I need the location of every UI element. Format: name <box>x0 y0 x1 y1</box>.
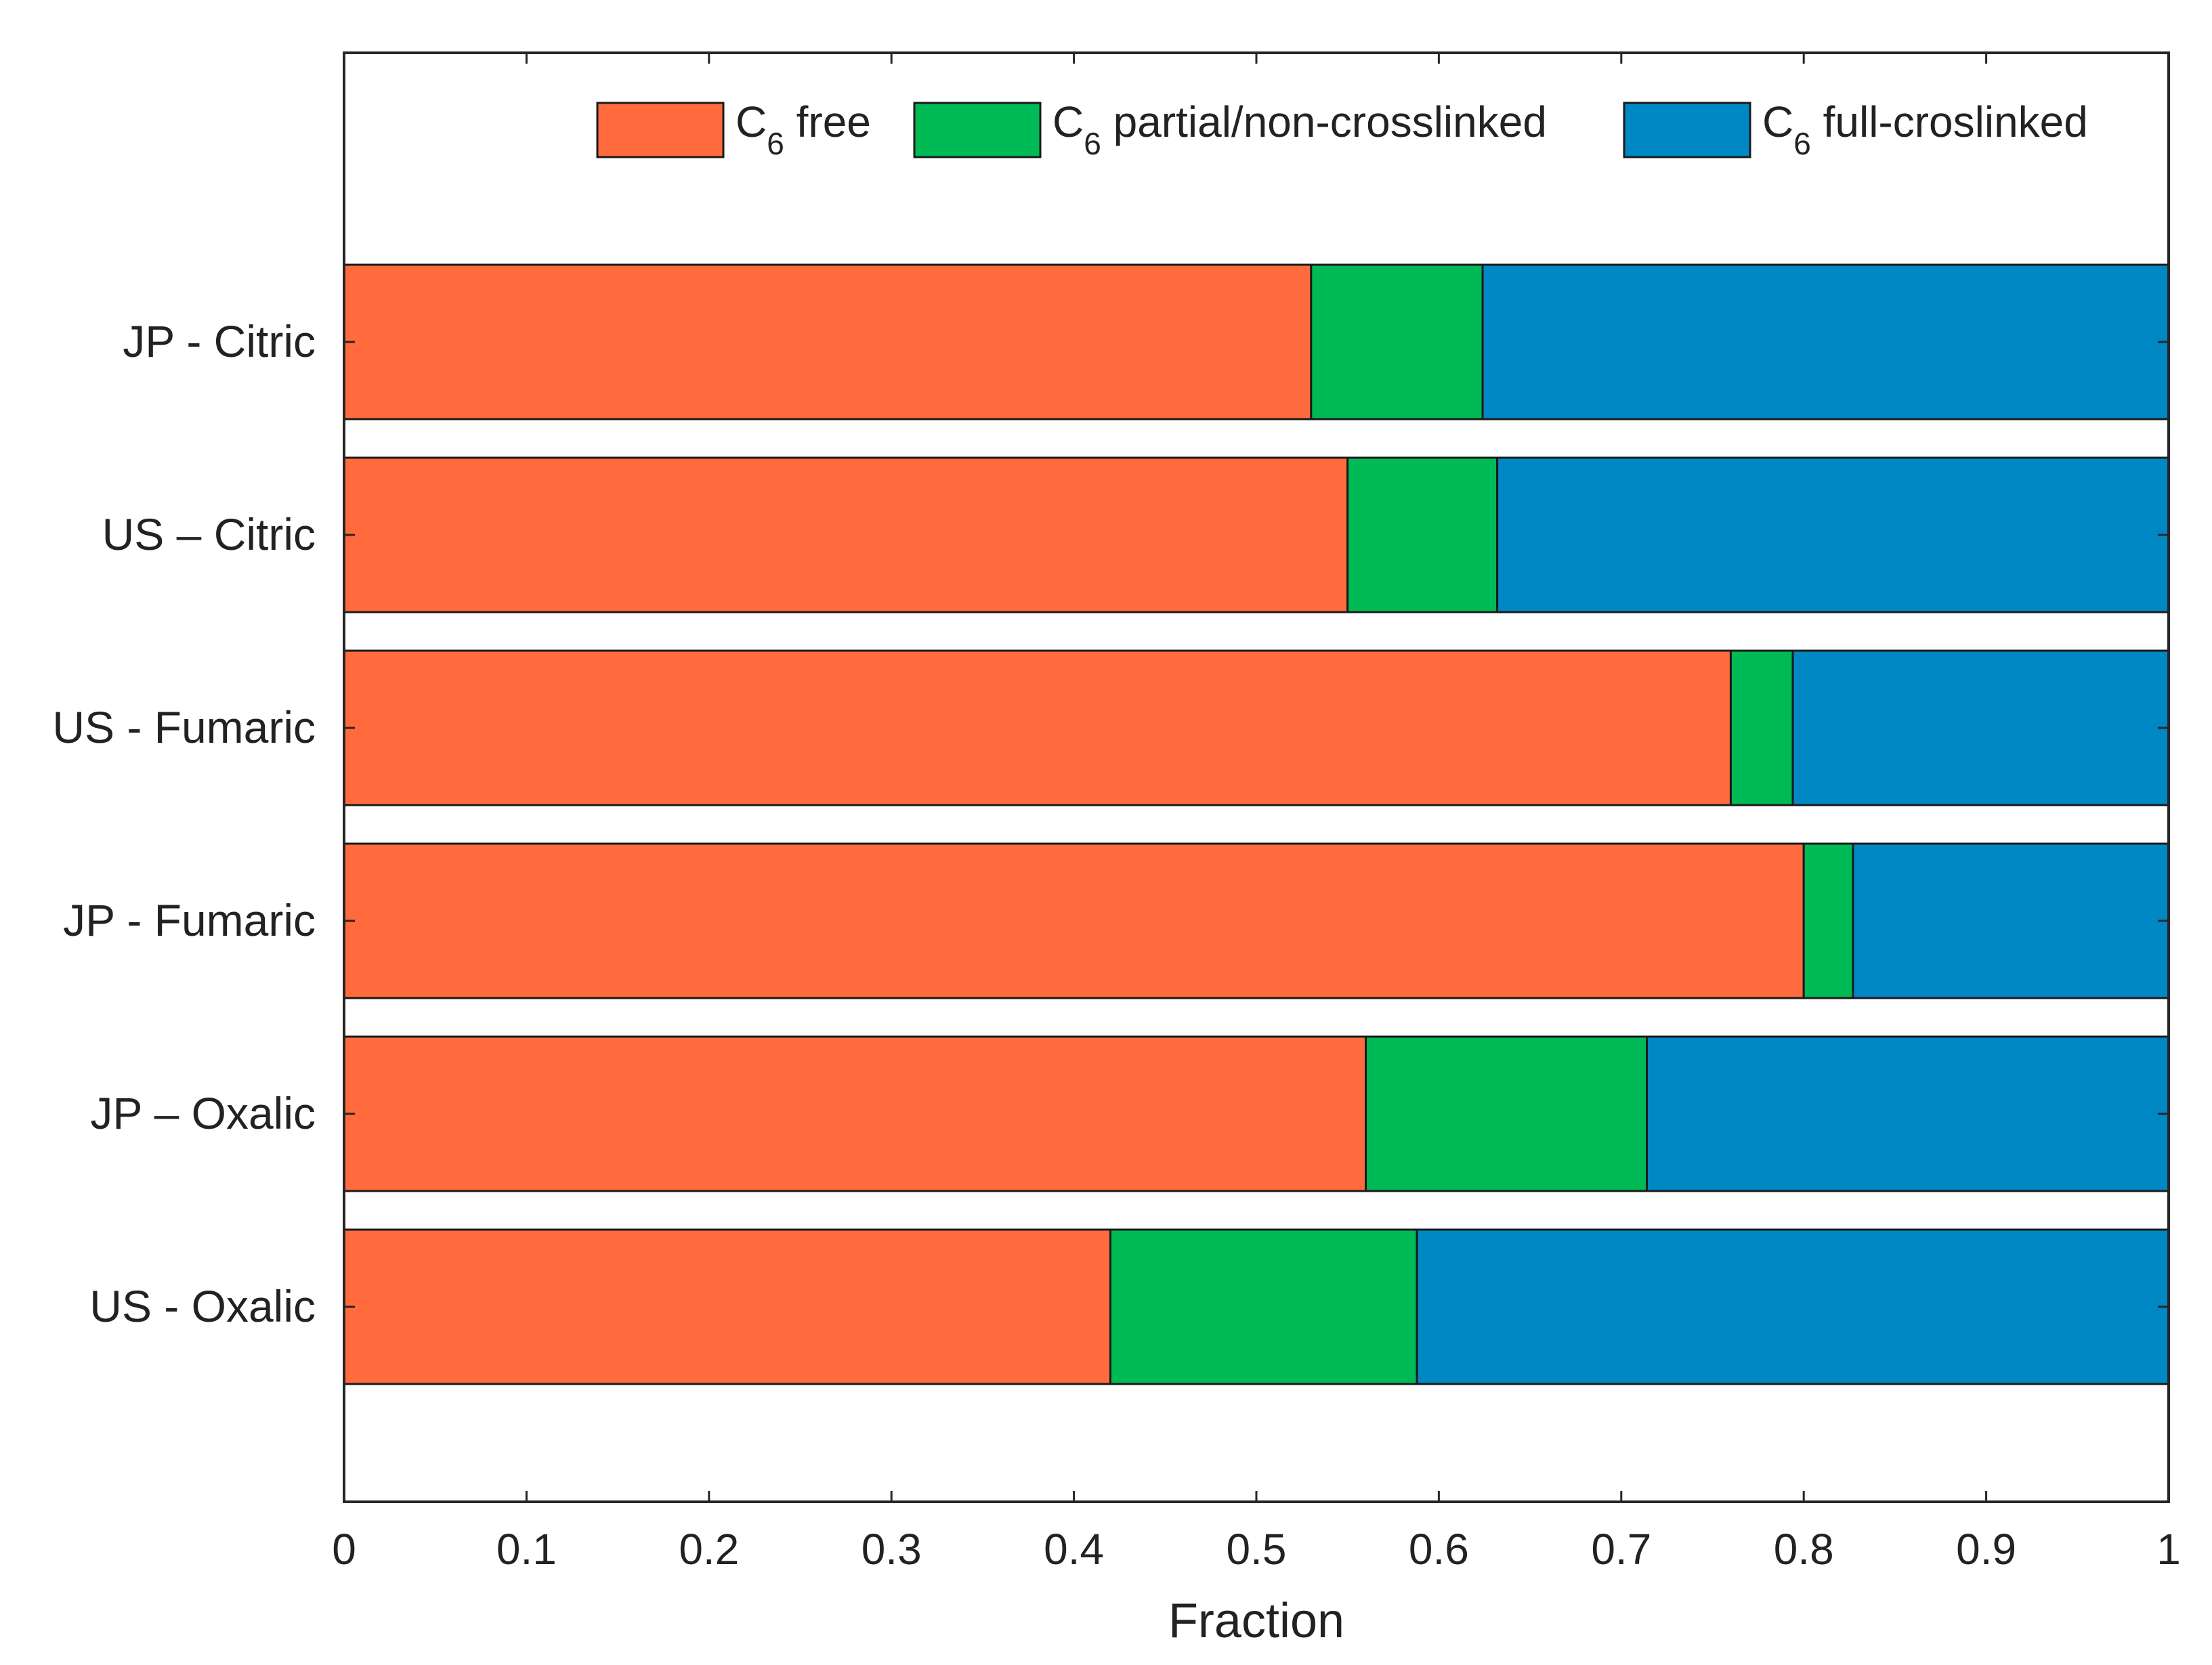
bar-segment <box>343 1035 1367 1192</box>
x-tick-label: 0.8 <box>1774 1525 1834 1574</box>
category-label: JP - Citric <box>123 316 316 366</box>
category-labels: JP - Citric US – Citric US - Fumaric JP - F… <box>52 316 316 1331</box>
category-label: US – Citric <box>102 509 316 559</box>
category-label: US - Fumaric <box>52 702 316 752</box>
bar-segment <box>343 1228 1111 1385</box>
bar-segment <box>1109 1228 1418 1385</box>
bar-segment <box>1416 1228 2170 1385</box>
x-tick-label: 0.7 <box>1591 1525 1651 1574</box>
bar-segment <box>1346 456 1499 613</box>
category-label: JP - Fumaric <box>63 895 316 945</box>
x-tick-labels: 0 0.1 0.2 0.3 0.4 0.5 0.6 0.7 0.8 0.9 1 <box>332 1525 2181 1574</box>
bar-segment <box>1729 649 1794 806</box>
legend-swatch <box>596 102 725 158</box>
x-tick-label: 0.4 <box>1044 1525 1104 1574</box>
bar-segment <box>1310 263 1484 420</box>
bar-segment <box>1852 842 2170 999</box>
bar-segment <box>343 649 1732 806</box>
legend: C6 free C6 partial/non-crosslinked C6 full… <box>596 98 2088 161</box>
x-tick-label: 0.9 <box>1956 1525 2016 1574</box>
bar-segment <box>343 263 1313 420</box>
bar-segment <box>1365 1035 1649 1192</box>
x-axis-title: Fraction <box>1168 1594 1344 1648</box>
x-tick-label: 1 <box>2156 1525 2181 1574</box>
category-label: US - Oxalic <box>89 1281 316 1331</box>
x-tick-label: 0 <box>332 1525 356 1574</box>
legend-label: C6 full-croslinked <box>1762 98 2088 161</box>
plot-frame <box>343 51 2170 1503</box>
legend-swatch <box>913 102 1042 158</box>
bar-segment <box>343 456 1349 613</box>
bar-segment <box>1791 649 2170 806</box>
bars-layer <box>343 263 2170 1385</box>
bar-segment <box>343 842 1805 999</box>
x-tick-label: 0.2 <box>679 1525 739 1574</box>
x-tick-label: 0.6 <box>1409 1525 1469 1574</box>
category-label: JP – Oxalic <box>90 1088 316 1138</box>
bar-segment <box>1646 1035 2170 1192</box>
legend-swatch <box>1623 102 1751 158</box>
x-tick-label: 0.3 <box>862 1525 922 1574</box>
x-tick-label: 0.5 <box>1227 1525 1287 1574</box>
bar-segment <box>1496 456 2170 613</box>
legend-label: C6 free <box>736 98 871 161</box>
bar-segment <box>1481 263 2170 420</box>
x-tick-label: 0.1 <box>496 1525 557 1574</box>
legend-label: C6 partial/non-crosslinked <box>1052 98 1547 161</box>
bar-segment <box>1802 842 1854 999</box>
ticks-layer <box>343 53 2170 1502</box>
